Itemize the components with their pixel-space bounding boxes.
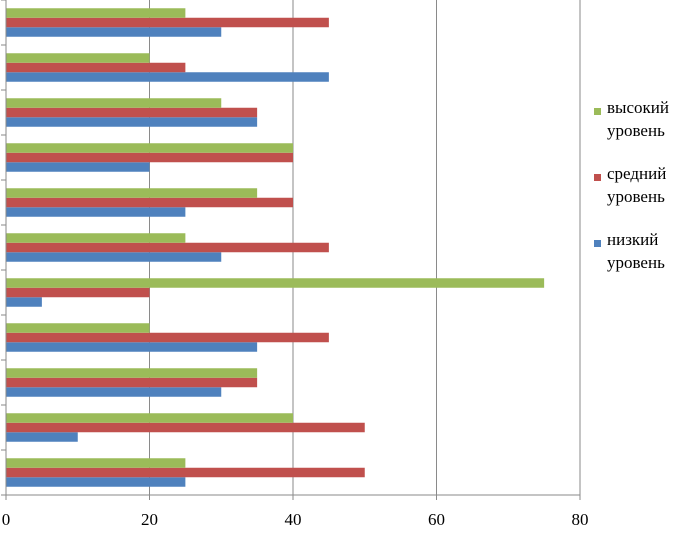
legend-label: высокий уровень xyxy=(607,98,669,140)
bar-cat1-series2: высокий уровень: 40 xyxy=(6,413,293,423)
bar-cat4-series2: высокий уровень: 75 xyxy=(6,278,545,288)
bar-cat1-series0: низкий уровень: 10 xyxy=(6,432,78,442)
bar-cat7-series0: низкий уровень: 20 xyxy=(6,162,150,172)
bar-cat1-series1: средний уровень: 50 xyxy=(6,422,365,433)
x-tick-label-2: 40 xyxy=(285,510,302,528)
legend-label: средний уровень xyxy=(607,164,667,206)
x-tick-label-3: 60 xyxy=(428,510,445,528)
bar-cat0-series1: средний уровень: 50 xyxy=(6,467,365,478)
bar-cat2-series2: высокий уровень: 35 xyxy=(6,368,258,378)
bar-cat3-series2: высокий уровень: 20 xyxy=(6,323,150,333)
legend-item-0: высокий уровень xyxy=(594,96,677,142)
bar-cat10-series2: высокий уровень: 25 xyxy=(6,8,186,18)
x-tick-label-4: 80 xyxy=(572,510,589,528)
bar-cat6-series2: высокий уровень: 35 xyxy=(6,188,258,198)
bar-cat5-series2: высокий уровень: 25 xyxy=(6,233,186,243)
chart-legend: высокий уровень средний уровень низкий уро… xyxy=(594,96,677,294)
bar-cat5-series0: низкий уровень: 30 xyxy=(6,252,222,262)
bar-cat2-series1: средний уровень: 35 xyxy=(6,377,258,388)
bar-cat8-series2: высокий уровень: 30 xyxy=(6,98,222,108)
bar-cat8-series0: низкий уровень: 35 xyxy=(6,117,258,127)
bar-cat0-series0: низкий уровень: 25 xyxy=(6,477,186,487)
bar-cat10-series1: средний уровень: 45 xyxy=(6,17,329,28)
bar-cat6-series1: средний уровень: 40 xyxy=(6,197,293,208)
bar-cat9-series2: высокий уровень: 20 xyxy=(6,53,150,63)
x-tick-label-0: 0 xyxy=(2,510,11,528)
legend-swatch xyxy=(594,174,601,181)
bar-cat3-series1: средний уровень: 45 xyxy=(6,332,329,343)
bar-cat4-series0: низкий уровень: 5 xyxy=(6,297,42,307)
bar-cat0-series2: высокий уровень: 25 xyxy=(6,458,186,468)
bar-cat3-series0: низкий уровень: 35 xyxy=(6,342,258,352)
bar-cat7-series2: высокий уровень: 40 xyxy=(6,143,293,153)
bar-cat4-series1: средний уровень: 20 xyxy=(6,287,150,298)
bar-cat6-series0: низкий уровень: 25 xyxy=(6,207,186,217)
x-tick-label-1: 20 xyxy=(141,510,158,528)
bar-cat9-series0: низкий уровень: 45 xyxy=(6,72,329,82)
legend-item-1: средний уровень xyxy=(594,162,677,208)
bar-cat5-series1: средний уровень: 45 xyxy=(6,242,329,253)
bar-cat9-series1: средний уровень: 25 xyxy=(6,62,186,73)
legend-item-2: низкий уровень xyxy=(594,228,677,274)
legend-swatch xyxy=(594,108,601,115)
bar-cat10-series0: низкий уровень: 30 xyxy=(6,27,222,37)
bar-cat7-series1: средний уровень: 40 xyxy=(6,152,293,163)
legend-swatch xyxy=(594,240,601,247)
bar-cat8-series1: средний уровень: 35 xyxy=(6,107,258,118)
bar-cat2-series0: низкий уровень: 30 xyxy=(6,387,222,397)
legend-label: низкий уровень xyxy=(607,230,665,272)
